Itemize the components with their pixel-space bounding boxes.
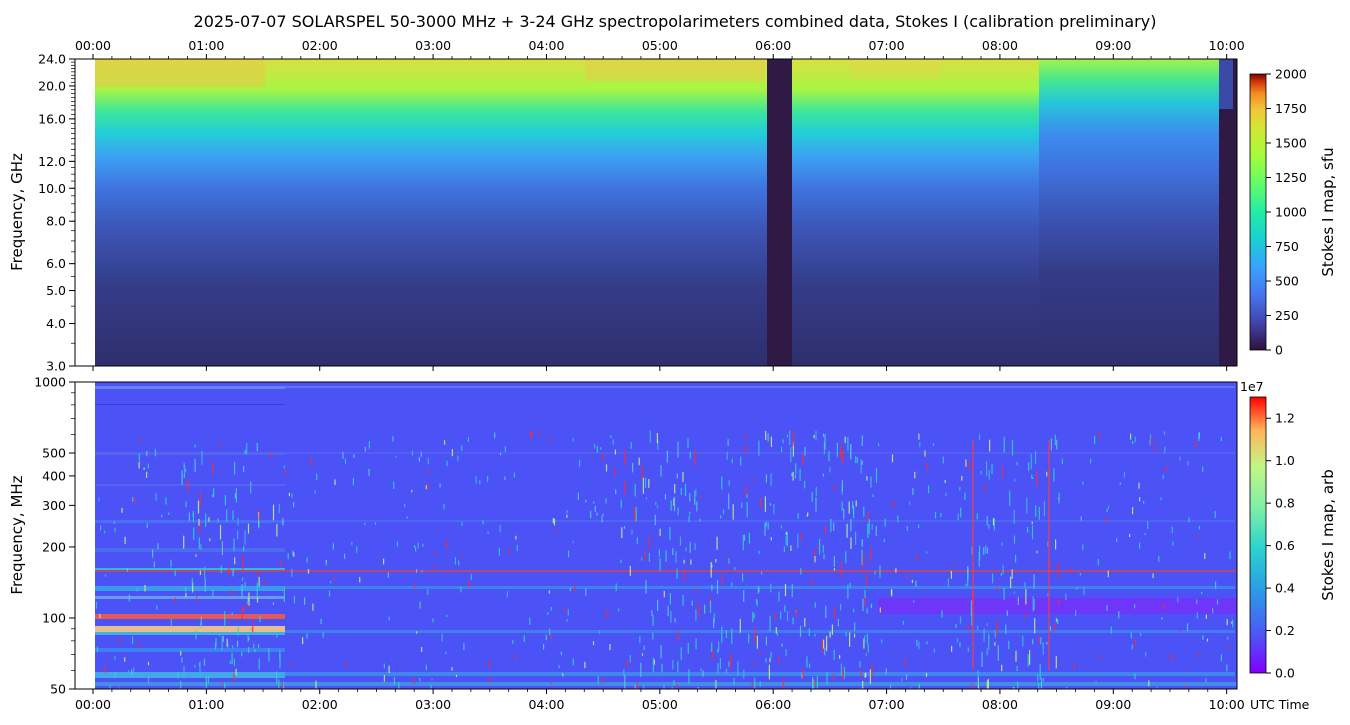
bottom-y-tick-label: 300 bbox=[42, 498, 66, 513]
bottom-y-tick-label: 100 bbox=[42, 610, 66, 625]
top-colorbar-tick-label: 1750 bbox=[1275, 101, 1307, 116]
bottom-colorbar bbox=[1249, 396, 1267, 674]
bottom-colorbar-label: Stokes I map, arb bbox=[1319, 469, 1337, 600]
top-colorbar-tick-label: 750 bbox=[1275, 239, 1299, 254]
top-x-tick-label: 03:00 bbox=[415, 38, 451, 53]
top-y-axis-label: Frequency, GHz bbox=[8, 153, 26, 271]
top-y-tick-label: 8.0 bbox=[46, 214, 66, 229]
bottom-plot-frame bbox=[74, 381, 1238, 690]
top-x-tick-label: 08:00 bbox=[982, 38, 1018, 53]
bottom-x-tick-label: 09:00 bbox=[1095, 697, 1131, 712]
top-colorbar-tick-label: 1500 bbox=[1275, 136, 1307, 151]
top-colorbar-tick-label: 1000 bbox=[1275, 205, 1307, 220]
bottom-colorbar-tick-label: 0.8 bbox=[1275, 496, 1295, 511]
x-axis-label: UTC Time bbox=[1250, 697, 1310, 712]
top-x-tick-label: 05:00 bbox=[642, 38, 678, 53]
bottom-colorbar-tick-label: 0.0 bbox=[1275, 666, 1295, 681]
top-x-tick-label: 04:00 bbox=[528, 38, 564, 53]
bottom-y-tick-label: 50 bbox=[50, 682, 66, 697]
top-colorbar-tick-label: 250 bbox=[1275, 308, 1299, 323]
bottom-y-tick-label: 500 bbox=[42, 446, 66, 461]
bottom-x-tick-label: 06:00 bbox=[755, 697, 791, 712]
top-x-tick-label: 02:00 bbox=[302, 38, 338, 53]
top-spectrogram bbox=[75, 59, 1237, 366]
bottom-colorbar-tick-label: 0.2 bbox=[1275, 623, 1295, 638]
bottom-x-tick-label: 00:00 bbox=[75, 697, 111, 712]
top-colorbar-label: Stokes I map, sfu bbox=[1319, 147, 1337, 276]
top-x-tick-label: 09:00 bbox=[1095, 38, 1131, 53]
top-y-tick-label: 24.0 bbox=[38, 52, 66, 67]
bottom-x-tick-label: 04:00 bbox=[528, 697, 564, 712]
bottom-colorbar-tick-label: 1.2 bbox=[1275, 411, 1295, 426]
top-colorbar-tick-label: 500 bbox=[1275, 274, 1299, 289]
bottom-x-tick-label: 07:00 bbox=[869, 697, 905, 712]
top-x-tick-label: 00:00 bbox=[75, 38, 111, 53]
top-colorbar-tick-label: 1250 bbox=[1275, 170, 1307, 185]
top-y-tick-label: 10.0 bbox=[38, 181, 66, 196]
bottom-colorbar-tick-label: 0.4 bbox=[1275, 581, 1295, 596]
top-x-tick-label: 01:00 bbox=[188, 38, 224, 53]
top-y-tick-label: 20.0 bbox=[38, 78, 66, 93]
top-colorbar-tick-label: 2000 bbox=[1275, 67, 1307, 82]
bottom-y-tick-label: 1000 bbox=[34, 375, 66, 390]
top-y-tick-label: 4.0 bbox=[46, 316, 66, 331]
bottom-x-tick-label: 10:00 bbox=[1209, 697, 1245, 712]
top-y-tick-label: 16.0 bbox=[38, 111, 66, 126]
bottom-y-tick-label: 400 bbox=[42, 468, 66, 483]
top-colorbar bbox=[1249, 73, 1267, 351]
top-colorbar-tick-label: 0 bbox=[1275, 343, 1283, 358]
top-x-tick-label: 10:00 bbox=[1209, 38, 1245, 53]
chart-title: 2025-07-07 SOLARSPEL 50-3000 MHz + 3-24 … bbox=[194, 12, 1157, 31]
top-x-tick-label: 07:00 bbox=[869, 38, 905, 53]
bottom-x-tick-label: 08:00 bbox=[982, 697, 1018, 712]
bottom-x-tick-label: 05:00 bbox=[642, 697, 678, 712]
bottom-y-axis-label: Frequency, MHz bbox=[8, 475, 26, 594]
top-y-tick-label: 12.0 bbox=[38, 154, 66, 169]
top-y-tick-label: 6.0 bbox=[46, 256, 66, 271]
data-gap-0600 bbox=[767, 59, 792, 366]
top-y-tick-label: 5.0 bbox=[46, 283, 66, 298]
top-x-tick-label: 06:00 bbox=[755, 38, 791, 53]
bottom-x-tick-label: 02:00 bbox=[302, 697, 338, 712]
bottom-colorbar-tick-label: 1.0 bbox=[1275, 453, 1295, 468]
bottom-spectrogram bbox=[95, 382, 1237, 689]
bottom-y-tick-label: 200 bbox=[42, 539, 66, 554]
bottom-x-tick-label: 01:00 bbox=[188, 697, 224, 712]
bottom-x-tick-label: 03:00 bbox=[415, 697, 451, 712]
top-y-tick-label: 3.0 bbox=[46, 359, 66, 374]
bottom-colorbar-multiplier: 1e7 bbox=[1240, 379, 1264, 394]
data-gap-1000 bbox=[1219, 59, 1237, 366]
bottom-colorbar-tick-label: 0.6 bbox=[1275, 538, 1295, 553]
